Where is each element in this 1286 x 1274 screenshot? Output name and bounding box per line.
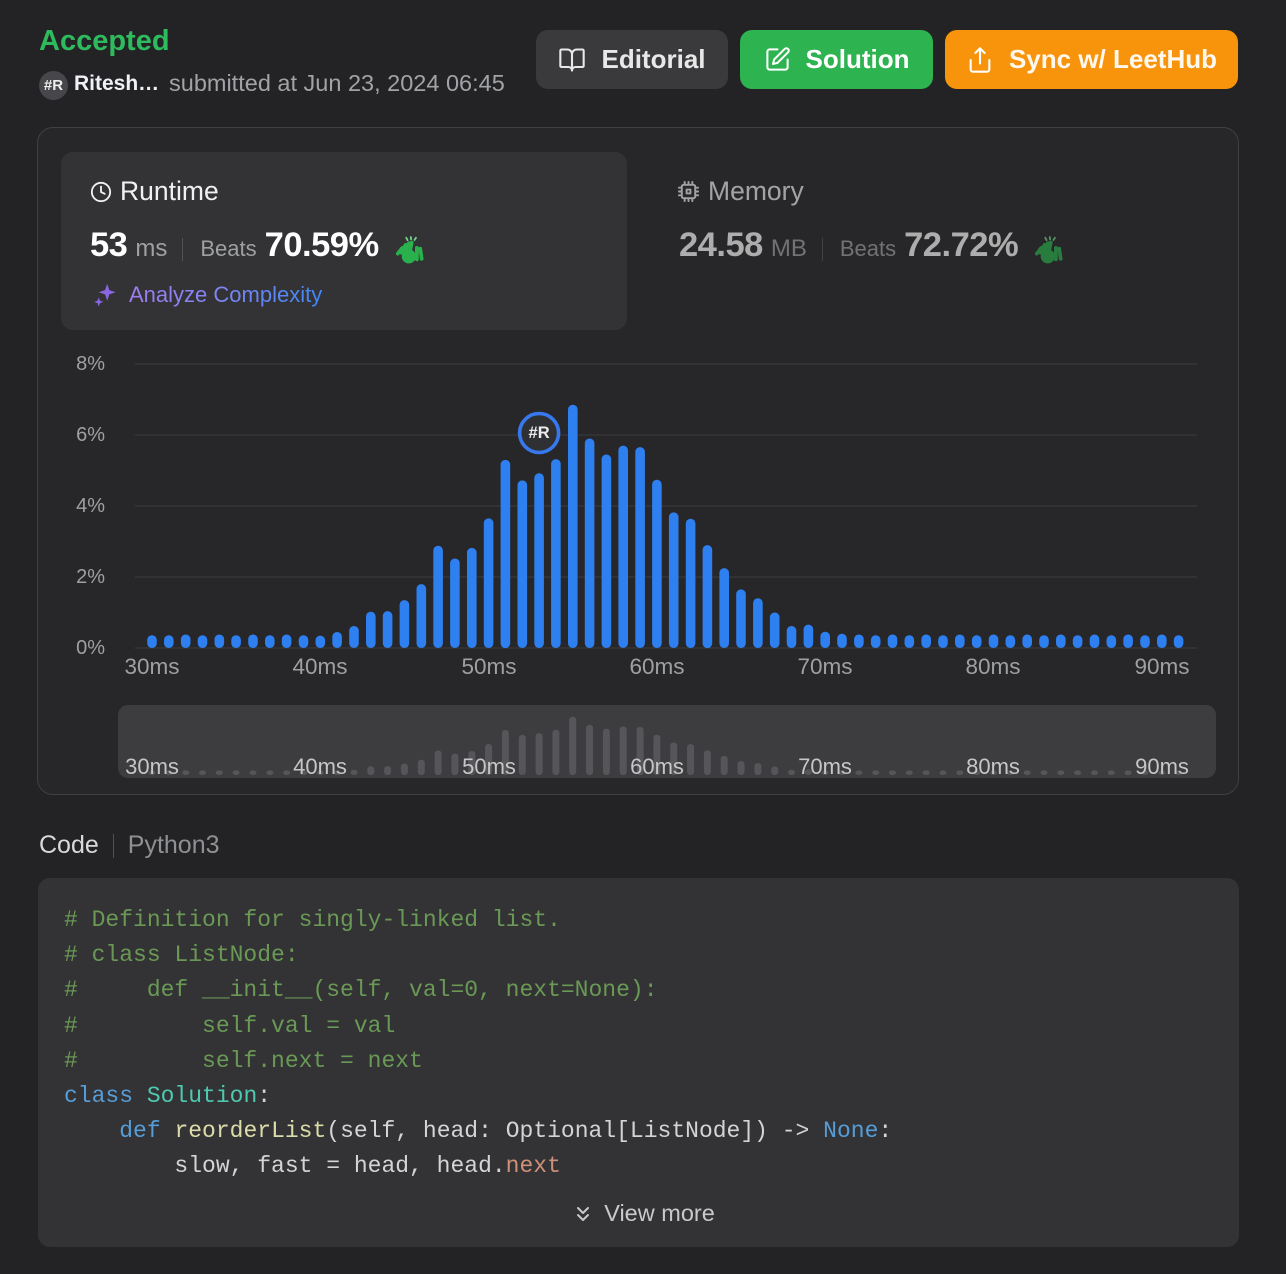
svg-text:50ms: 50ms [461,654,516,679]
svg-text:90ms: 90ms [1134,654,1189,679]
svg-text:80ms: 80ms [965,654,1020,679]
svg-text:70ms: 70ms [798,754,852,779]
svg-text:6%: 6% [76,424,105,446]
svg-text:80ms: 80ms [966,754,1020,779]
svg-text:8%: 8% [76,353,105,375]
svg-text:4%: 4% [76,495,105,517]
svg-text:50ms: 50ms [462,754,516,779]
svg-text:2%: 2% [76,566,105,588]
svg-text:0%: 0% [76,637,105,659]
svg-text:30ms: 30ms [124,654,179,679]
svg-text:40ms: 40ms [292,654,347,679]
svg-text:30ms: 30ms [125,754,179,779]
svg-text:#R: #R [529,424,550,442]
svg-text:70ms: 70ms [797,654,852,679]
svg-text:40ms: 40ms [293,754,347,779]
svg-text:60ms: 60ms [629,654,684,679]
svg-text:90ms: 90ms [1135,754,1189,779]
svg-text:60ms: 60ms [630,754,684,779]
